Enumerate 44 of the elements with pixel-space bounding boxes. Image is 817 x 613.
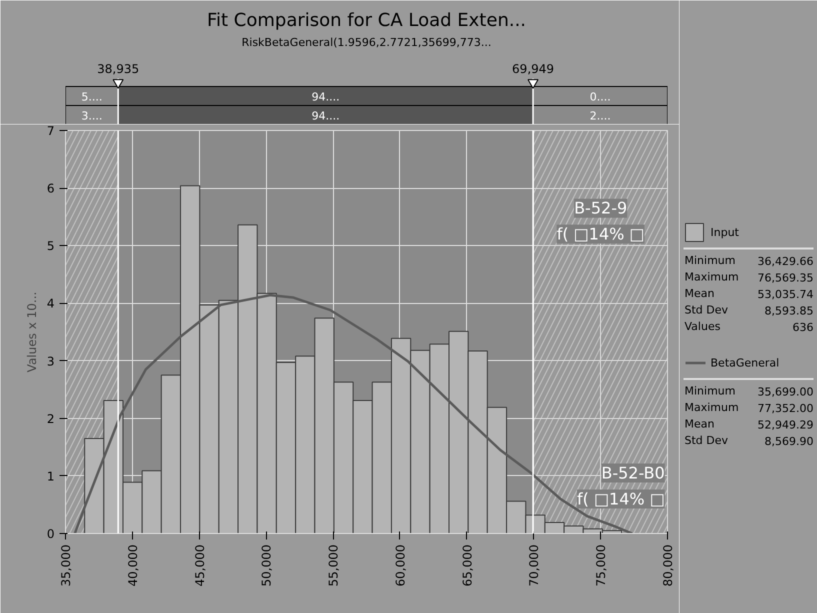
x-tick-label: 60,000	[393, 544, 408, 586]
y-tick-label: 2	[46, 412, 55, 426]
annotation: B-52-B0	[601, 464, 665, 483]
x-tick-label: 80,000	[661, 544, 675, 586]
text: Minimum 36,429.66	[684, 254, 814, 268]
x-tick-label: 75,000	[594, 544, 608, 586]
y-tick-label: 1	[46, 469, 55, 484]
y-tick-label: 5	[46, 239, 55, 254]
x-tick-label: 35,000	[59, 544, 73, 586]
annotation: B-52-9	[574, 198, 628, 218]
ref-line-label: 38,935	[97, 62, 140, 76]
text: 94....	[312, 110, 340, 122]
text: Std Dev 8,569.90	[684, 434, 814, 448]
legend-label: Input	[710, 226, 740, 239]
chart-subtitle: RiskBetaGeneral(1.9596,2.7721,35699,773...	[242, 36, 492, 49]
text: Minimum 35,699.00	[684, 384, 814, 398]
x-tick-label: 70,000	[527, 544, 542, 586]
x-tick-label: 50,000	[260, 544, 274, 586]
ref-line-label: 69,949	[512, 62, 554, 76]
text: Mean 53,035.74	[684, 287, 814, 301]
text: Maximum 76,569.35	[684, 270, 814, 284]
text: Std Dev 8,593.85	[684, 304, 814, 318]
x-tick-label: 65,000	[460, 544, 474, 586]
y-tick-label: 4	[46, 296, 55, 311]
text: 5....	[81, 90, 102, 104]
text: Values 636	[684, 320, 814, 334]
x-tick-label: 45,000	[192, 544, 207, 586]
annotation: f( □14% □	[556, 224, 645, 244]
text: 94....	[312, 90, 340, 104]
chart-title: Fit Comparison for CA Load Exten...	[206, 10, 526, 31]
text: 3....	[81, 110, 102, 122]
y-tick-label: 6	[46, 182, 55, 196]
x-tick-label: 55,000	[326, 544, 341, 586]
y-tick-label: 7	[46, 124, 55, 138]
text: 2....	[590, 110, 611, 122]
annotation: f( □14% □	[576, 489, 665, 508]
y-axis-title: Values x 10...	[24, 292, 39, 372]
text: Maximum 77,352.00	[684, 401, 814, 415]
x-tick-label: 40,000	[126, 544, 140, 586]
legend-label: BetaGeneral	[710, 356, 780, 370]
y-tick-label: 3	[46, 354, 55, 368]
y-tick-label: 0	[46, 527, 55, 541]
text: Mean 52,949.29	[684, 418, 814, 432]
text: 0....	[590, 90, 611, 104]
